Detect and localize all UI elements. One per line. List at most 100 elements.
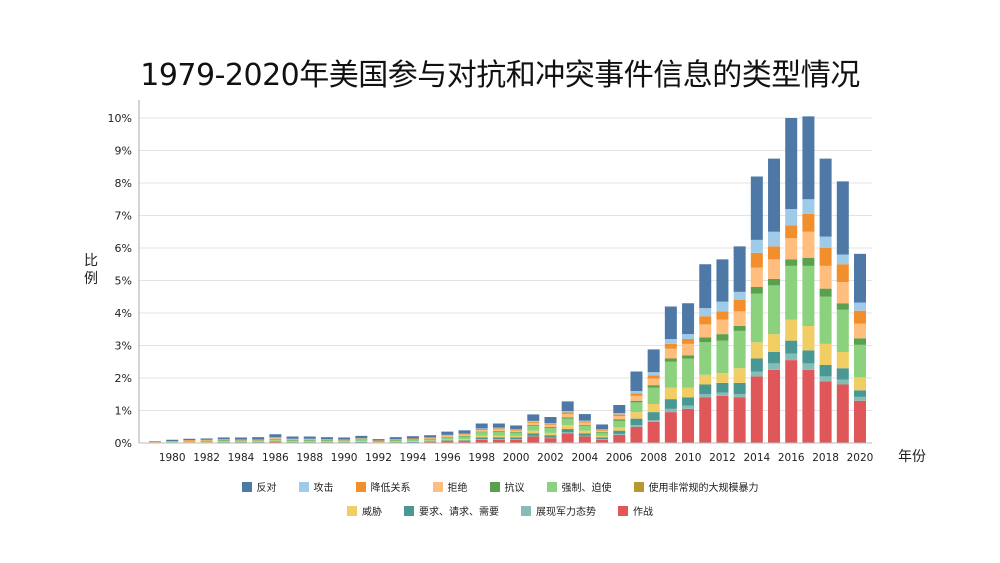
bar-stack-2012: [716, 259, 729, 443]
bar-segment: [217, 441, 230, 443]
bar-segment: [682, 358, 695, 388]
bar-segment: [510, 439, 523, 440]
bar-segment: [596, 430, 609, 432]
legend-item[interactable]: 要求、请求、需要: [404, 503, 499, 518]
bar-segment: [510, 439, 523, 443]
bar-stack-1990: [338, 437, 351, 443]
bar-segment: [682, 339, 695, 344]
bar-segment: [561, 411, 574, 413]
bar-segment: [234, 437, 247, 440]
bar-segment: [664, 361, 677, 388]
legend-item[interactable]: 使用非常规的大规模暴力: [633, 479, 759, 494]
bar-segment: [647, 375, 660, 379]
bar-segment: [836, 282, 849, 304]
bar-segment: [630, 400, 643, 403]
bar-segment: [854, 253, 866, 303]
bar-segment: [836, 303, 849, 310]
legend-item[interactable]: 强制、迫使: [546, 479, 612, 494]
bar-segment: [424, 435, 437, 438]
bar-segment: [234, 441, 247, 443]
bar-segment: [544, 432, 557, 436]
bar-segment: [854, 323, 866, 339]
x-tick-label: 2004: [572, 452, 599, 464]
legend-item[interactable]: 降低关系: [355, 479, 411, 494]
bar-segment: [750, 267, 763, 287]
bar-segment: [406, 439, 419, 440]
bar-stack-2001: [527, 414, 540, 443]
legend-item[interactable]: 攻击: [298, 479, 334, 494]
bar-segment: [819, 288, 832, 297]
bar-segment: [510, 435, 523, 438]
bar-segment: [234, 439, 247, 441]
bar-segment: [355, 438, 368, 439]
legend-item[interactable]: 反对: [241, 479, 277, 494]
bar-segment: [750, 293, 763, 343]
legend-item[interactable]: 抗议: [489, 479, 525, 494]
bar-stack-2014: [750, 176, 763, 443]
bar-segment: [200, 440, 213, 441]
bar-stack-1999: [492, 423, 505, 443]
bar-segment: [544, 423, 557, 425]
bar-segment: [647, 349, 660, 373]
bar-segment: [802, 199, 815, 214]
legend-swatch: [404, 505, 414, 516]
bar-segment: [458, 435, 471, 437]
bar-segment: [716, 334, 729, 341]
bar-segment: [372, 439, 385, 441]
bar-stack-1985: [252, 437, 265, 443]
bar-segment: [510, 437, 523, 440]
bar-segment: [492, 439, 505, 443]
bar-segment: [836, 181, 849, 255]
bar-segment: [303, 441, 316, 443]
bar-segment: [475, 423, 488, 429]
bar-segment: [234, 439, 247, 440]
bar-segment: [269, 434, 282, 438]
legend-swatch: [521, 505, 531, 516]
bar-segment: [733, 382, 746, 395]
bar-segment: [338, 440, 351, 441]
legend-item[interactable]: 作战: [618, 503, 653, 518]
bar-segment: [355, 438, 368, 440]
bar-segment: [527, 433, 540, 436]
bar-segment: [424, 440, 437, 442]
bar-segment: [286, 442, 299, 443]
bar-segment: [785, 319, 798, 341]
bar-segment: [768, 363, 781, 370]
bar-stack-2006: [613, 404, 626, 443]
bar-segment: [785, 238, 798, 260]
bar-segment: [269, 437, 282, 439]
x-tick-label: 1984: [228, 452, 255, 464]
bar-segment: [802, 369, 815, 443]
x-tick-label: 1992: [365, 452, 392, 464]
bar-segment: [561, 414, 574, 418]
bar-segment: [458, 439, 471, 441]
bar-segment: [750, 376, 763, 443]
bar-segment: [664, 387, 677, 400]
bar-segment: [303, 439, 316, 441]
bar-segment: [424, 437, 437, 438]
bar-segment: [750, 176, 763, 240]
bar-segment: [441, 439, 454, 441]
legend-label: 作战: [633, 507, 653, 518]
bar-segment: [510, 429, 523, 430]
bar-segment: [441, 441, 454, 443]
bar-segment: [699, 264, 712, 309]
x-tick-label: 2002: [537, 452, 564, 464]
bar-segment: [802, 231, 815, 258]
legend-item[interactable]: 拒绝: [432, 479, 468, 494]
bar-segment: [441, 437, 454, 440]
bar-segment: [389, 439, 402, 441]
bar-segment: [320, 440, 333, 442]
bar-stack-2010: [682, 303, 695, 443]
bar-segment: [183, 441, 196, 443]
legend-item[interactable]: 威胁: [347, 503, 382, 518]
x-tick-label: 2012: [709, 452, 736, 464]
bar-segment: [475, 437, 488, 440]
legend-item[interactable]: 展现军力态势: [521, 503, 596, 518]
bar-segment: [699, 324, 712, 338]
bar-segment: [527, 430, 540, 434]
bar-segment: [510, 432, 523, 436]
bar-segment: [819, 381, 832, 443]
bar-segment: [733, 394, 746, 398]
bar-segment: [458, 430, 471, 434]
